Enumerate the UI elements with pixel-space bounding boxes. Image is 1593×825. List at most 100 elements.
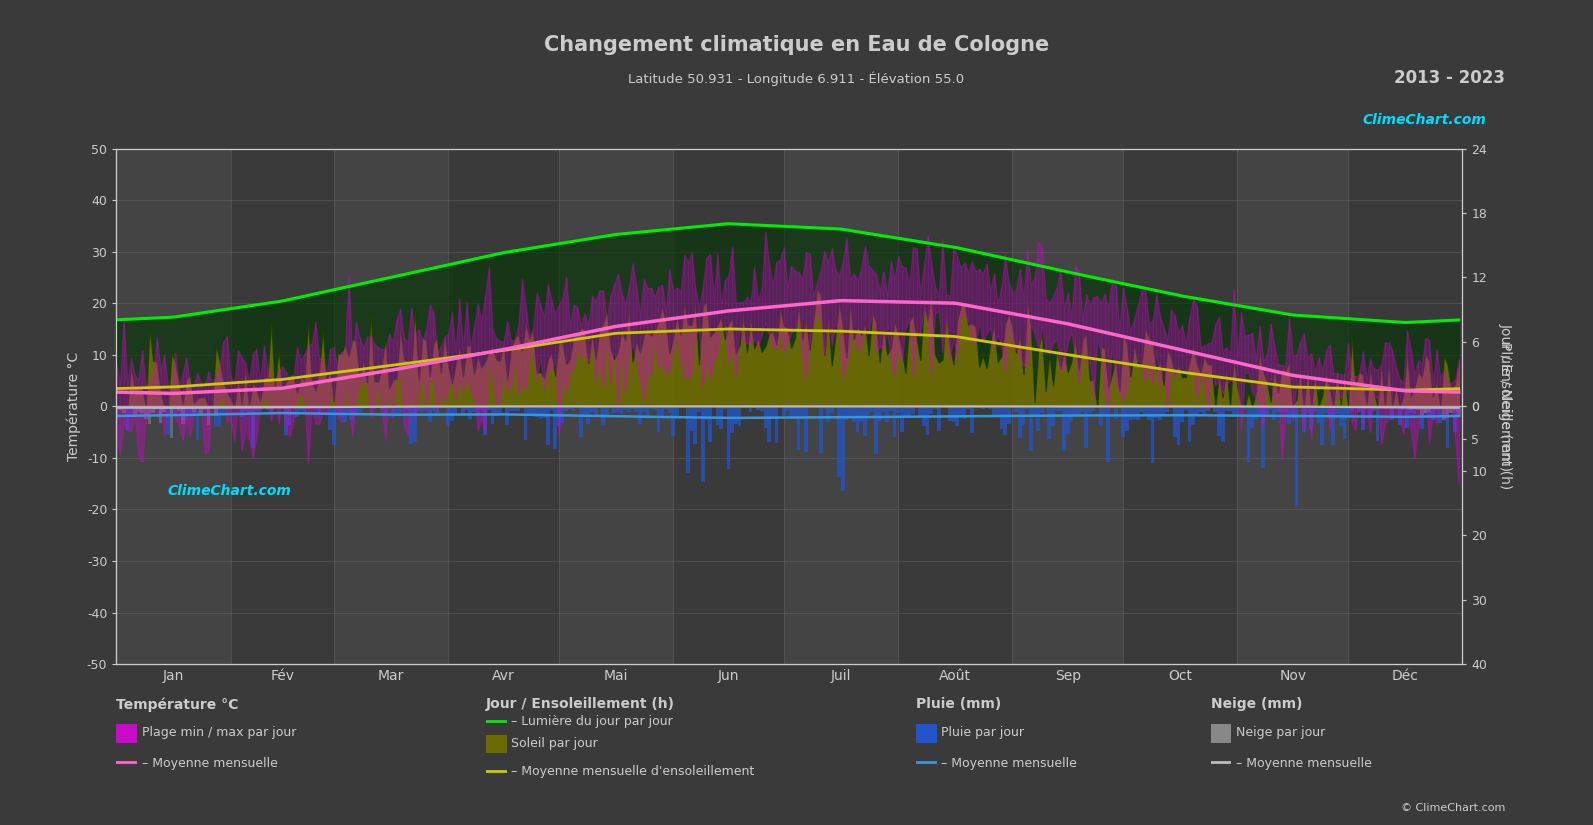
Bar <box>339 407 342 418</box>
Bar <box>559 148 674 664</box>
Bar <box>628 407 631 412</box>
Bar <box>639 407 642 424</box>
Bar <box>763 407 768 427</box>
Bar <box>1236 407 1239 416</box>
Bar <box>1018 407 1021 437</box>
Bar <box>605 407 609 417</box>
Text: Pluie (mm): Pluie (mm) <box>916 697 1002 711</box>
Bar <box>1313 407 1317 412</box>
Bar <box>199 407 202 414</box>
Bar <box>1365 407 1368 409</box>
Bar <box>1419 407 1424 429</box>
Bar <box>454 407 457 414</box>
Bar <box>129 407 132 408</box>
Bar <box>1144 407 1147 415</box>
Bar <box>967 407 970 409</box>
Bar <box>1431 407 1435 408</box>
Bar <box>342 407 347 422</box>
Bar <box>656 407 660 431</box>
Bar <box>1192 407 1195 425</box>
Bar <box>244 407 247 412</box>
Bar <box>213 407 218 427</box>
Bar <box>524 407 527 440</box>
Bar <box>1458 407 1461 417</box>
Bar <box>221 407 225 414</box>
Bar <box>121 407 126 408</box>
Bar <box>295 407 299 417</box>
Bar <box>1427 407 1431 412</box>
Bar <box>859 407 863 422</box>
Bar <box>311 407 314 408</box>
Bar <box>1066 407 1069 434</box>
Bar <box>468 407 472 419</box>
Bar <box>804 407 808 451</box>
Bar <box>373 407 376 408</box>
Bar <box>908 407 911 416</box>
Bar <box>768 407 771 442</box>
Bar <box>631 407 634 409</box>
Bar <box>553 407 558 449</box>
Text: – Moyenne mensuelle: – Moyenne mensuelle <box>941 757 1077 770</box>
Bar <box>1147 407 1150 420</box>
Bar <box>132 407 137 412</box>
Bar <box>1118 407 1121 408</box>
Bar <box>202 407 207 410</box>
Bar <box>1335 407 1338 414</box>
Bar <box>191 407 196 414</box>
Bar <box>589 407 594 412</box>
Bar <box>465 407 468 409</box>
Bar <box>642 407 645 412</box>
Bar <box>572 407 575 411</box>
Bar <box>233 407 236 409</box>
Bar <box>210 407 213 408</box>
Bar <box>830 407 833 413</box>
Bar <box>675 407 679 417</box>
Bar <box>331 407 336 446</box>
Bar <box>362 407 365 409</box>
Bar <box>196 407 199 440</box>
Bar <box>527 407 530 416</box>
Bar <box>1055 407 1058 411</box>
Bar <box>317 407 320 414</box>
Bar <box>867 407 870 415</box>
Bar <box>1004 407 1007 436</box>
Text: – Moyenne mensuelle: – Moyenne mensuelle <box>1236 757 1372 770</box>
Bar <box>303 407 306 412</box>
Bar <box>1166 407 1169 412</box>
Bar <box>1158 407 1161 420</box>
Bar <box>951 407 956 422</box>
Bar <box>1247 407 1251 462</box>
Bar <box>926 407 929 435</box>
Bar <box>1298 407 1301 408</box>
Bar <box>720 407 723 429</box>
Bar <box>354 407 358 416</box>
Bar <box>384 407 387 413</box>
Bar <box>1450 407 1453 408</box>
Bar <box>1021 407 1026 425</box>
Bar <box>881 407 886 412</box>
Bar <box>162 407 166 412</box>
Bar <box>1453 407 1458 432</box>
Bar <box>236 407 241 408</box>
Text: Jour / Ensoleillement (h): Jour / Ensoleillement (h) <box>486 697 675 711</box>
Text: ClimeChart.com: ClimeChart.com <box>167 484 292 497</box>
Bar <box>1195 407 1198 416</box>
Bar <box>137 407 140 409</box>
Bar <box>1435 407 1438 411</box>
Bar <box>1177 407 1180 445</box>
Bar <box>218 407 221 408</box>
Bar <box>417 407 421 412</box>
Bar <box>162 407 166 412</box>
Bar <box>479 407 483 409</box>
Bar <box>409 407 413 444</box>
Bar <box>370 407 373 409</box>
Bar <box>519 407 524 408</box>
Bar <box>1324 407 1327 413</box>
Text: – Moyenne mensuelle: – Moyenne mensuelle <box>142 757 277 770</box>
Bar <box>1007 407 1010 424</box>
Bar <box>196 407 199 408</box>
Bar <box>1431 407 1435 420</box>
Bar <box>213 407 218 416</box>
Bar <box>1091 407 1096 411</box>
Bar <box>1172 407 1177 437</box>
